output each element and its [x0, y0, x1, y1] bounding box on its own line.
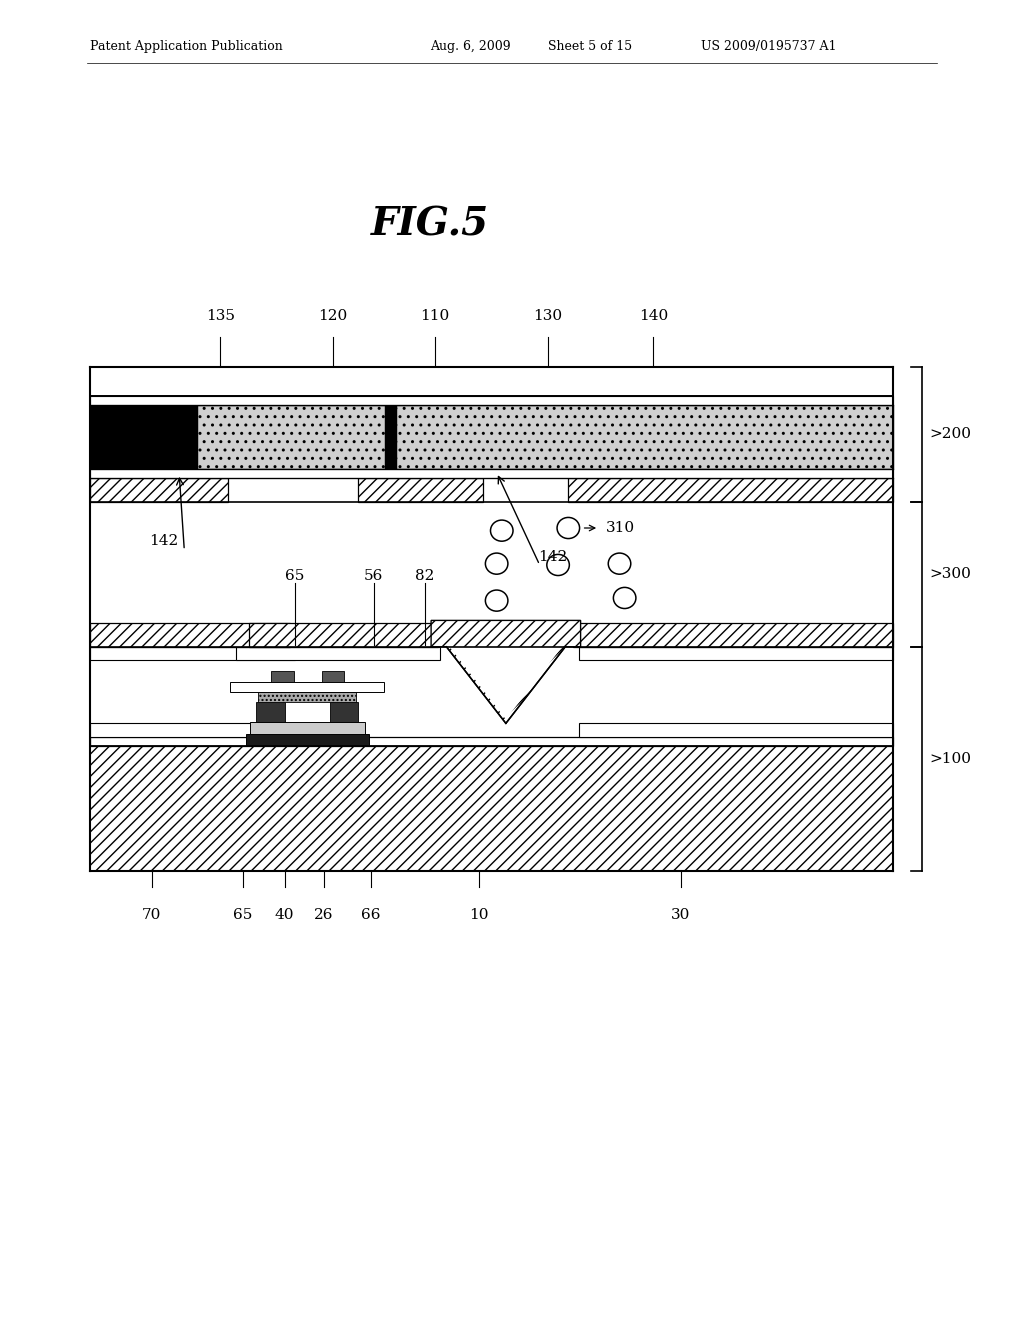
Text: Sheet 5 of 15: Sheet 5 of 15 — [548, 40, 632, 53]
Bar — [90, 405, 198, 469]
Text: 120: 120 — [318, 309, 347, 323]
Bar — [236, 647, 440, 660]
Text: 65: 65 — [286, 569, 304, 583]
Bar — [230, 682, 384, 692]
Text: 82: 82 — [416, 569, 434, 583]
Text: 110: 110 — [421, 309, 450, 323]
Text: 65: 65 — [233, 908, 252, 923]
Text: 26: 26 — [313, 908, 334, 923]
Bar — [90, 405, 893, 469]
Bar — [258, 692, 356, 702]
Bar — [358, 478, 483, 502]
Polygon shape — [450, 647, 562, 719]
Text: 70: 70 — [142, 908, 161, 923]
Text: >300: >300 — [930, 568, 972, 581]
Text: 142: 142 — [539, 550, 568, 564]
Bar — [249, 623, 438, 647]
Bar — [90, 647, 295, 660]
Bar — [579, 647, 893, 660]
Text: 142: 142 — [150, 535, 178, 548]
Text: 310: 310 — [606, 521, 635, 535]
Bar — [385, 405, 397, 469]
Bar — [271, 671, 294, 682]
Bar — [256, 702, 285, 722]
Text: 10: 10 — [469, 908, 489, 923]
Text: 40: 40 — [274, 908, 295, 923]
Text: 140: 140 — [639, 309, 668, 323]
Bar — [90, 623, 290, 647]
Bar — [90, 396, 893, 405]
Bar — [330, 702, 358, 722]
Bar — [90, 737, 893, 746]
Polygon shape — [431, 620, 581, 723]
Text: 30: 30 — [672, 908, 690, 923]
Text: 135: 135 — [206, 309, 234, 323]
Text: 130: 130 — [534, 309, 562, 323]
Bar — [250, 722, 365, 734]
Bar — [573, 623, 893, 647]
Text: >100: >100 — [930, 752, 972, 766]
Bar — [568, 478, 893, 502]
Text: Patent Application Publication: Patent Application Publication — [90, 40, 283, 53]
Text: FIG.5: FIG.5 — [371, 206, 489, 243]
Text: US 2009/0195737 A1: US 2009/0195737 A1 — [701, 40, 837, 53]
Bar — [90, 478, 228, 502]
Text: 66: 66 — [360, 908, 381, 923]
Bar — [90, 469, 893, 478]
Bar — [90, 367, 893, 396]
Text: 56: 56 — [365, 569, 383, 583]
Bar — [246, 734, 369, 746]
Bar — [579, 723, 893, 737]
Text: Aug. 6, 2009: Aug. 6, 2009 — [430, 40, 511, 53]
Text: >200: >200 — [930, 428, 972, 441]
Bar — [322, 671, 344, 682]
Bar — [90, 723, 269, 737]
Bar — [90, 746, 893, 871]
